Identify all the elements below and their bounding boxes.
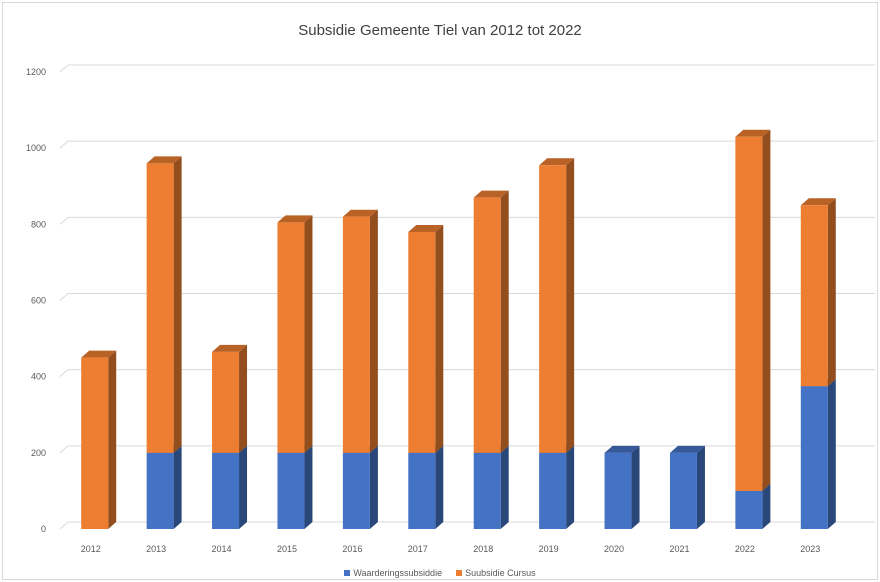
chart-title: Subsidie Gemeente Tiel van 2012 tot 2022 <box>298 22 582 39</box>
x-tick-label: 2016 <box>342 544 362 554</box>
legend-swatch-waarderingssubsidie <box>344 570 351 576</box>
bar-subsidie-cursus-2016 <box>342 209 378 453</box>
y-tick-label: 600 <box>31 296 46 306</box>
legend-label-waarderingssubsidie: Waarderingssubsiddie <box>353 568 443 578</box>
y-tick-label: 800 <box>31 219 46 229</box>
x-tick-label: 2022 <box>735 544 755 554</box>
bar-waarderingssubsidie-2014 <box>212 445 248 529</box>
bar-waarderingssubsidie-2019 <box>539 445 575 529</box>
bar-subsidie-cursus-2018 <box>473 190 509 453</box>
x-axis-ticks: 2012 2013 2014 2015 2016 2017 2018 2019 2020 2021… <box>81 544 821 554</box>
bar-subsidie-cursus-2015 <box>277 215 313 453</box>
bar-waarderingssubsidie-2020 <box>604 445 640 529</box>
y-tick-label: 200 <box>31 448 46 458</box>
bar-subsidie-cursus-2014 <box>212 344 248 453</box>
x-tick-label: 2019 <box>539 544 559 554</box>
y-tick-label: 0 <box>41 524 46 534</box>
gridline <box>59 445 875 454</box>
bar-subsidie-cursus-2017 <box>408 224 444 453</box>
bar-waarderingssubsidie-2016 <box>342 445 378 529</box>
bar-waarderingssubsidie-2013 <box>146 445 182 529</box>
gridline <box>59 140 875 149</box>
bar-waarderingssubsidie-2021 <box>669 445 705 529</box>
y-tick-label: 400 <box>31 372 46 382</box>
x-tick-label: 2013 <box>146 544 166 554</box>
legend-item-waarderingssubsidie: Waarderingssubsiddie <box>344 568 442 578</box>
legend-label-subsidie-cursus: Suubsidie Cursus <box>465 568 536 578</box>
gridline <box>59 369 875 378</box>
bar-subsidie-cursus-2013 <box>146 156 182 453</box>
gridlines <box>59 64 875 530</box>
bar-subsidie-cursus-2012 <box>81 350 117 529</box>
x-tick-label: 2014 <box>212 544 232 554</box>
x-tick-label: 2020 <box>604 544 624 554</box>
bar-waarderingssubsidie-2015 <box>277 445 313 529</box>
x-tick-label: 2018 <box>473 544 493 554</box>
bar-waarderingssubsidie-2017 <box>408 445 444 529</box>
bar-subsidie-cursus-2022 <box>735 129 771 491</box>
x-tick-label: 2023 <box>800 544 820 554</box>
gridline <box>59 64 875 73</box>
legend: Waarderingssubsiddie Suubsidie Cursus <box>0 568 880 578</box>
gridline <box>59 216 875 225</box>
bars <box>81 129 836 529</box>
y-tick-label: 1200 <box>26 67 46 77</box>
x-tick-label: 2012 <box>81 544 101 554</box>
legend-swatch-subsidie-cursus <box>456 570 463 576</box>
gridline <box>59 293 875 301</box>
x-tick-label: 2015 <box>277 544 297 554</box>
y-axis-ticks: 0 200 400 600 800 1000 1200 <box>26 67 46 534</box>
x-tick-label: 2021 <box>669 544 689 554</box>
bar-waarderingssubsidie-2023 <box>800 379 836 529</box>
bar-subsidie-cursus-2023 <box>800 198 836 387</box>
bar-subsidie-cursus-2019 <box>539 158 575 453</box>
x-tick-label: 2017 <box>408 544 428 554</box>
y-tick-label: 1000 <box>26 143 46 153</box>
bar-waarderingssubsidie-2018 <box>473 445 509 529</box>
legend-item-subsidie-cursus: Suubsidie Cursus <box>456 568 536 578</box>
